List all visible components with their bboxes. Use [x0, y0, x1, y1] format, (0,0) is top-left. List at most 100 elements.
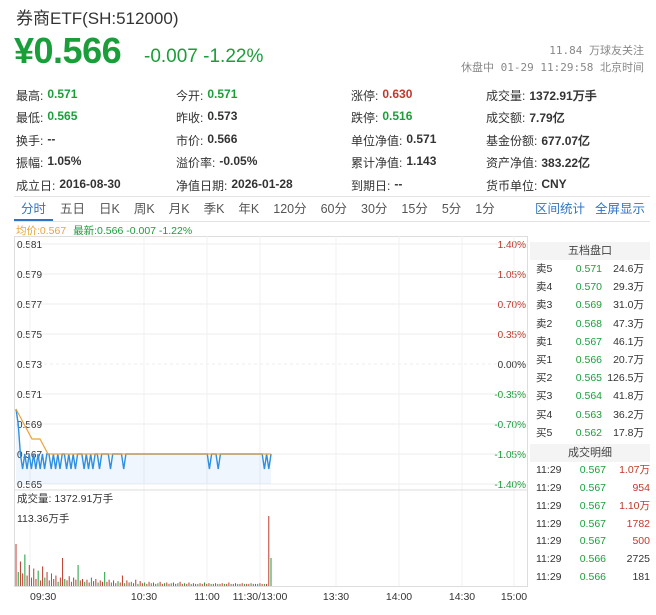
tab-period[interactable]: 分时: [14, 197, 54, 221]
stat-value: 0.571: [47, 86, 78, 101]
order-price: 0.567: [575, 335, 602, 348]
tab-period[interactable]: 年K: [238, 202, 260, 216]
pct-tick-label: -0.35%: [494, 390, 526, 401]
stat-item: 资产净值: 383.22亿: [486, 154, 646, 171]
intraday-chart[interactable]: 0.5811.40%0.5791.05%0.5770.70%0.5750.35%…: [14, 236, 530, 608]
stat-item: 跌停: 0.516: [351, 109, 486, 126]
stat-value: 2016-08-30: [59, 176, 121, 191]
stat-item: 单位净值: 0.571: [351, 132, 486, 149]
stat-label: 资产净值:: [486, 156, 538, 171]
avg-price-legend: 均价:0.567: [16, 225, 67, 237]
pct-tick-label: 1.05%: [498, 270, 526, 281]
trade-row: 11:29 0.567 1782: [530, 516, 650, 534]
order-panel: 五档盘口 卖5 0.571 24.6万 卖4 0.570 29.3万 卖3 0.569 31.0…: [530, 242, 650, 587]
trade-row: 11:29 0.566 181: [530, 569, 650, 587]
order-level-label: 买4: [536, 408, 553, 421]
stat-label: 净值日期:: [176, 178, 228, 193]
stat-value: 1.143: [406, 154, 437, 169]
stat-item: 成交额: 7.79亿: [486, 109, 646, 126]
stat-value: 2026-01-28: [231, 176, 293, 191]
stat-value: -0.05%: [219, 154, 258, 169]
order-book-row: 卖1 0.567 46.1万: [530, 333, 650, 351]
fullscreen-link[interactable]: 全屏显示: [594, 202, 645, 216]
order-book-row: 买2 0.565 126.5万: [530, 369, 650, 387]
stat-item: 成交量: 1372.91万手: [486, 87, 646, 104]
tab-period[interactable]: 30分: [361, 202, 388, 216]
order-volume: 31.0万: [613, 299, 644, 312]
stat-value: 677.07亿: [541, 133, 591, 148]
stat-label: 成立日:: [16, 178, 56, 193]
order-volume: 46.1万: [613, 335, 644, 348]
stat-label: 最高:: [16, 88, 44, 103]
stat-value: --: [394, 176, 403, 191]
order-book-row: 卖5 0.571 24.6万: [530, 260, 650, 278]
order-level-label: 买1: [536, 353, 553, 366]
chart-frame: [14, 236, 528, 587]
trade-row: 11:29 0.567 500: [530, 533, 650, 551]
tab-period[interactable]: 60分: [320, 202, 348, 216]
order-price: 0.564: [575, 390, 602, 403]
stat-value: 1.05%: [47, 154, 82, 169]
stat-label: 市价:: [176, 133, 204, 148]
stat-value: 0.566: [207, 131, 238, 146]
stat-item: 累计净值: 1.143: [351, 154, 486, 171]
order-book-row: 买3 0.564 41.8万: [530, 387, 650, 405]
tab-period[interactable]: 季K: [203, 202, 225, 216]
stat-label: 涨停:: [351, 88, 379, 103]
followers-count[interactable]: 11.84 万球友关注: [549, 44, 644, 57]
pct-tick-label: 0.00%: [498, 360, 526, 371]
time-tick-label: 14:30: [449, 591, 475, 603]
order-book-title: 五档盘口: [530, 242, 650, 260]
stat-value: 7.79亿: [529, 111, 565, 126]
time-tick-label: 15:00: [501, 591, 527, 603]
stat-label: 累计净值:: [351, 156, 403, 171]
tab-period[interactable]: 日K: [99, 202, 120, 216]
tab-period[interactable]: 月K: [168, 202, 190, 216]
tab-period[interactable]: 5分: [441, 202, 462, 216]
price-change: -0.007 -1.22%: [144, 46, 264, 67]
stat-label: 换手:: [16, 133, 44, 148]
trade-price: 0.566: [579, 553, 606, 566]
tab-period[interactable]: 周K: [133, 202, 155, 216]
stat-item: 昨收: 0.573: [176, 109, 351, 126]
stats-row: 最低: 0.565 昨收: 0.573 跌停: 0.516 成交额: 7.79亿: [16, 107, 646, 130]
order-volume: 29.3万: [613, 281, 644, 294]
tab-period[interactable]: 五日: [60, 202, 86, 216]
trade-list: 11:29 0.567 1.07万 11:29 0.567 954 11:29 0.567 1.…: [530, 462, 650, 587]
stat-value: 383.22亿: [541, 156, 591, 171]
trade-time: 11:29: [536, 463, 562, 476]
trade-row: 11:29 0.567 954: [530, 480, 650, 498]
stat-item: 最高: 0.571: [16, 87, 176, 104]
trade-time: 11:29: [536, 553, 562, 566]
order-price: 0.569: [575, 299, 602, 312]
order-level-label: 买2: [536, 372, 553, 385]
stat-item: 今开: 0.571: [176, 87, 351, 104]
tab-period[interactable]: 1分: [475, 202, 495, 216]
page-title: 券商ETF(SH:512000): [16, 9, 179, 28]
stat-item: 换手: --: [16, 132, 176, 149]
stats-grid: 最高: 0.571 今开: 0.571 涨停: 0.630 成交量: 1372.91万手 最低:…: [16, 84, 646, 197]
stat-label: 货币单位:: [486, 178, 538, 193]
trade-time: 11:29: [536, 517, 562, 530]
order-book-row: 卖2 0.568 47.3万: [530, 315, 650, 333]
stat-label: 跌停:: [351, 111, 379, 126]
trade-price: 0.567: [579, 517, 606, 530]
range-stats-link[interactable]: 区间统计: [534, 202, 585, 216]
time-tick-label: 09:30: [30, 591, 56, 603]
chart-tabs: 分时 五日 日K 周K 月K 季K 年K 120分 60分 30分 15分 5分 1分 区间统计 全屏显…: [14, 196, 650, 222]
tab-period[interactable]: 15分: [401, 202, 428, 216]
stat-value: 0.571: [207, 86, 238, 101]
trade-time: 11:29: [536, 481, 562, 494]
period-tab-list: 分时 五日 日K 周K 月K 季K 年K 120分 60分 30分 15分 5分 1分: [14, 197, 502, 221]
order-volume: 41.8万: [613, 390, 644, 403]
order-price: 0.563: [575, 408, 602, 421]
market-status: 休盘中 01-29 11:29:58 北京时间: [461, 61, 644, 74]
tab-period[interactable]: 120分: [273, 202, 307, 216]
order-book-row: 买5 0.562 17.8万: [530, 424, 650, 442]
order-level-label: 卖2: [536, 317, 553, 330]
avg-line: [15, 408, 271, 455]
stat-label: 昨收:: [176, 111, 204, 126]
stat-item: 振幅: 1.05%: [16, 154, 176, 171]
trade-price: 0.567: [579, 481, 606, 494]
trades-title: 成交明细: [530, 443, 650, 462]
